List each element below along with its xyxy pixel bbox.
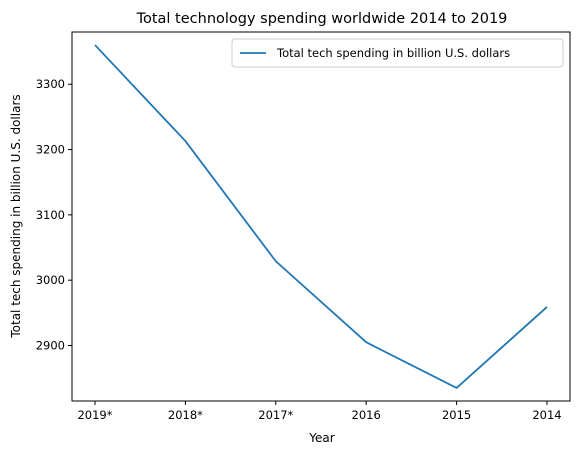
x-tick-label: 2016 [352,408,381,422]
legend-label: Total tech spending in billion U.S. doll… [276,46,510,60]
x-axis-label: Year [308,431,334,445]
x-tick-label: 2014 [532,408,561,422]
series-line [95,45,547,388]
x-axis: 2019* 2018* 2017* 2016 2015 2014 [77,401,561,422]
legend: Total tech spending in billion U.S. doll… [232,39,563,67]
chart-title: Total technology spending worldwide 2014… [136,11,508,27]
y-tick-label: 2900 [36,338,65,352]
x-tick-label: 2019* [77,408,112,422]
x-tick-label: 2018* [168,408,203,422]
y-tick-label: 3000 [36,273,65,287]
x-tick-label: 2017* [258,408,293,422]
plot-area-frame [72,32,570,401]
y-axis-label: Total tech spending in billion U.S. doll… [9,94,23,338]
x-tick-label: 2015 [442,408,471,422]
y-tick-label: 3200 [36,143,65,157]
y-tick-label: 3100 [36,208,65,222]
y-tick-label: 3300 [36,77,65,91]
series-layer [95,45,547,388]
y-axis: 2900 3000 3100 3200 3300 [36,77,72,352]
